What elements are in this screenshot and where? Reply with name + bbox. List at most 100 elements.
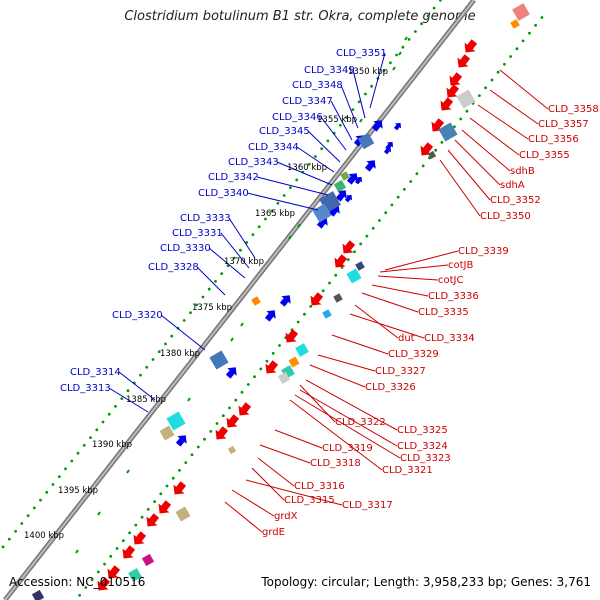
tick-dot [220,272,224,275]
reverse-gene-arrow [158,500,172,514]
tick-dot [76,451,80,455]
tick-dot [326,139,330,143]
gene-box [333,179,347,193]
scale-label: 1390 kbp [92,440,132,450]
tick-dot [78,593,81,597]
right-gene-label: cotJB [448,260,473,271]
right-leader-line [499,69,549,110]
tick-dot [101,420,105,424]
scale-label: 1395 kbp [58,486,98,496]
forward-gene-arrow [225,367,237,379]
tick-dash [359,118,363,123]
right-leader-line [469,117,520,156]
scale-label: 1360 kbp [287,163,327,173]
tick-dot [345,116,348,119]
gene-box [438,122,458,142]
right-leader-line [245,479,343,506]
right-leader-line [231,489,275,517]
tick-dot [151,358,155,361]
tick-dot [139,373,142,377]
right-leader-line [257,457,295,487]
forward-gene-arrow [264,310,276,322]
right-leader-line [274,429,323,449]
tick-dot [178,469,181,472]
right-gene-label: CLD_3322 [335,417,386,428]
reverse-gene-arrow [446,84,460,98]
forward-gene-arrow [364,160,376,172]
gene-box [346,268,362,284]
tick-dot [371,226,375,230]
tick-dot [45,490,49,494]
tick-dot [140,515,144,519]
tick-dash [297,223,301,228]
forward-gene-arrow [383,146,392,155]
right-leader-line [439,159,481,217]
tick-dot [496,70,500,74]
left-leader-line [228,217,256,259]
reverse-gene-arrow [215,426,229,440]
tick-dash [404,36,408,41]
tick-dot [276,201,280,205]
gene-box [227,445,237,455]
tick-dot [251,233,255,237]
right-leader-line [447,149,491,201]
tick-dot [314,155,317,158]
tick-dot [103,562,106,566]
tick-dot [484,86,487,90]
tick-dot [346,258,350,261]
tick-dot [171,476,175,480]
tick-dot [351,108,355,111]
left-leader-line [369,52,386,109]
tick-dot [295,178,299,182]
tick-dot [265,359,269,363]
tick-dot [257,225,261,229]
tick-dot [214,280,217,283]
tick-dot [270,209,274,213]
tick-dot [515,47,519,51]
scale-label: 1380 kbp [160,349,200,359]
right-gene-label: CLD_3339 [458,246,509,257]
tick-dot [359,242,363,246]
left-leader-line [108,387,149,413]
left-gene-label: CLD_3333 [180,213,231,224]
tick-dot [339,123,342,127]
left-gene-label: CLD_3331 [172,228,223,239]
right-leader-line [305,379,398,431]
right-gene-label: CLD_3335 [418,307,469,318]
right-gene-label: CLD_3321 [382,465,433,476]
gene-box [456,89,476,109]
scale-label: 1365 kbp [255,209,295,219]
tick-dash [392,66,396,71]
right-gene-label: grdE [262,527,285,538]
tick-dot [296,320,300,324]
right-gene-label: CLD_3326 [365,382,416,393]
right-leader-line [299,384,336,423]
tick-dot [121,539,125,543]
left-gene-label: CLD_3314 [70,367,121,378]
right-gene-label: CLD_3358 [548,104,599,115]
tick-dash [288,235,292,240]
forward-gene-arrow [279,295,291,307]
reverse-gene-arrow [342,240,356,254]
tick-dot [165,484,169,488]
tick-dot [478,94,481,97]
right-leader-line [349,313,425,339]
right-leader-line [361,292,419,313]
reverse-gene-arrow [265,360,279,374]
tick-dot [245,241,249,244]
reverse-gene-arrow [238,402,252,416]
right-leader-line [331,334,389,355]
right-gene-label: CLD_3355 [519,150,570,161]
reverse-gene-arrow [285,329,299,343]
right-gene-label: CLD_3327 [375,366,426,377]
tick-dot [146,508,150,511]
gene-labels: 1350 kbp 1355 kbp 1360 kbp 1365 kbp 1370 kbp… [24,48,599,541]
right-leader-line [489,89,539,125]
reverse-gene-arrow [226,414,240,428]
tick-dot [209,430,213,433]
tick-dot [426,14,430,18]
tick-dot [109,554,113,558]
tick-dot [357,100,361,104]
scale-label: 1355 kbp [317,115,357,125]
right-gene-label: CLD_3316 [294,481,345,492]
